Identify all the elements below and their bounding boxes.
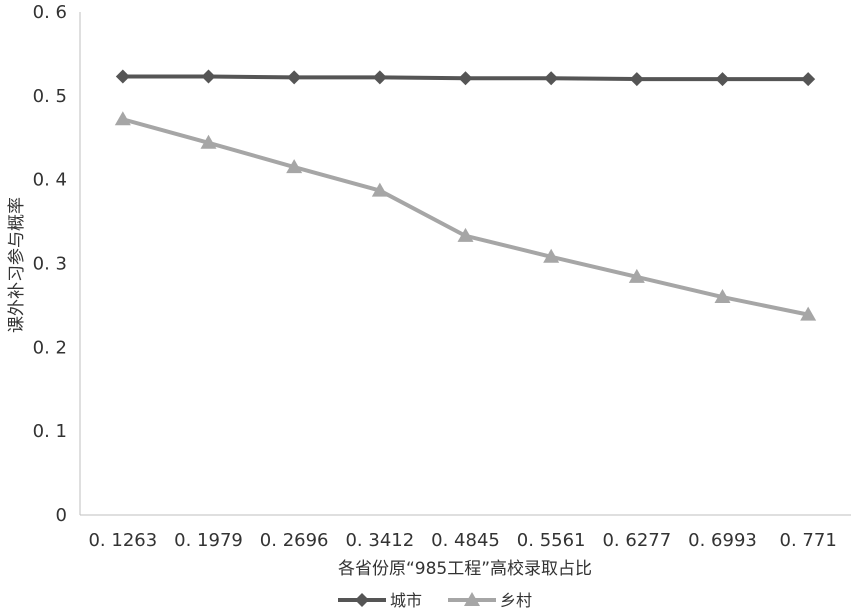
x-tick-label: 0. 4845	[431, 530, 500, 551]
data-point-triangle	[371, 182, 388, 197]
x-tick-label: 0. 5561	[517, 530, 586, 551]
data-point-diamond	[801, 72, 816, 87]
y-tick-label: 0. 2	[33, 337, 67, 358]
data-point-diamond	[458, 71, 473, 86]
legend-label: 城市	[390, 591, 422, 610]
y-tick-label: 0. 4	[33, 170, 67, 191]
y-tick-label: 0. 5	[33, 86, 67, 107]
y-tick-label: 0. 1	[33, 421, 67, 442]
y-tick-label: 0	[56, 505, 67, 526]
data-point-diamond	[715, 72, 730, 87]
data-point-triangle	[543, 248, 560, 263]
series-1	[115, 69, 816, 87]
x-tick-label: 0. 1979	[174, 530, 243, 551]
series-2	[114, 111, 817, 321]
data-point-triangle	[464, 592, 480, 606]
legend-item-1: 城市	[338, 591, 422, 610]
data-point-diamond	[629, 72, 644, 87]
x-tick-label: 0. 2696	[260, 530, 329, 551]
x-tick-label: 0. 771	[780, 530, 837, 551]
data-point-triangle	[200, 134, 217, 149]
y-tick-labels: 0 0. 1 0. 2 0. 3 0. 4 0. 5 0. 6	[33, 2, 67, 526]
data-point-diamond	[544, 71, 559, 86]
x-tick-label: 0. 6277	[602, 530, 671, 551]
data-point-diamond	[355, 593, 369, 607]
legend: 城市 乡村	[338, 591, 532, 610]
data-point-diamond	[115, 69, 130, 84]
x-axis-title: 各省份原“985工程”高校录取占比	[338, 559, 592, 579]
series-layer	[114, 69, 817, 321]
y-axis-title: 课外补习参与概率	[7, 197, 27, 333]
legend-item-2: 乡村	[448, 591, 532, 610]
x-tick-labels: 0. 1263 0. 1979 0. 2696 0. 3412 0. 4845 0. 55…	[88, 530, 836, 551]
data-point-triangle	[800, 306, 817, 321]
series-line	[122, 117, 809, 317]
legend-label: 乡村	[500, 591, 532, 610]
data-point-triangle	[286, 159, 303, 174]
data-point-diamond	[372, 70, 387, 85]
data-point-triangle	[457, 227, 474, 242]
x-tick-label: 0. 1263	[88, 530, 157, 551]
x-tick-label: 0. 6993	[688, 530, 757, 551]
data-point-triangle	[628, 268, 645, 283]
y-tick-label: 0. 6	[33, 2, 67, 23]
data-point-diamond	[201, 69, 216, 84]
data-point-diamond	[287, 70, 302, 85]
data-point-triangle	[714, 289, 731, 304]
data-point-triangle	[114, 111, 131, 126]
x-tick-label: 0. 3412	[345, 530, 414, 551]
y-tick-label: 0. 3	[33, 254, 67, 275]
